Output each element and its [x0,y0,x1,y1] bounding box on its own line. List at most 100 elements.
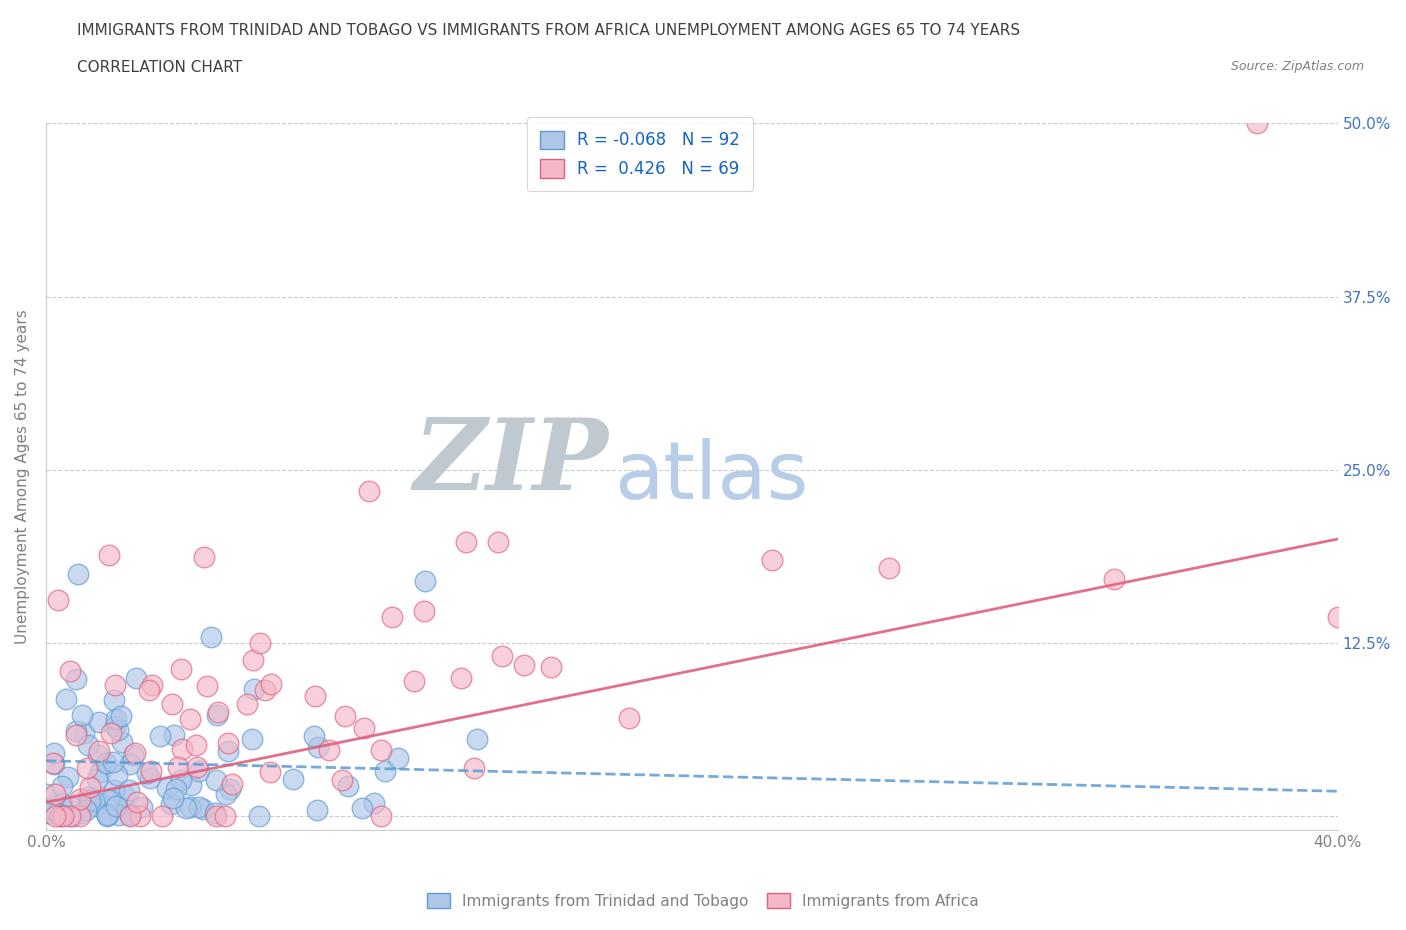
Point [179,711,201,726]
Point [242,652,264,667]
Point [96,756,118,771]
Point [59,809,82,824]
Point [200,630,222,644]
Point [60,800,83,815]
Point [45,805,67,820]
Point [761,553,783,568]
Point [381,609,404,624]
Point [65,724,87,738]
Point [125,671,148,685]
Point [118,756,141,771]
Point [112,788,135,803]
Point [179,800,201,815]
Point [124,746,146,761]
Point [52,809,75,824]
Point [240,731,263,746]
Point [122,748,145,763]
Point [180,777,202,792]
Point [44,757,66,772]
Point [67,566,90,581]
Point [170,662,193,677]
Point [486,535,509,550]
Point [107,723,129,737]
Point [363,795,385,810]
Point [44,787,66,802]
Point [65,727,87,742]
Point [104,678,127,693]
Point [877,560,900,575]
Point [1326,609,1348,624]
Point [187,800,209,815]
Point [38,806,60,821]
Point [217,744,239,759]
Point [79,793,101,808]
Point [108,807,131,822]
Point [97,792,120,807]
Point [46,592,69,607]
Point [149,729,172,744]
Point [337,778,360,793]
Point [357,483,380,498]
Point [259,677,281,692]
Point [118,782,141,797]
Point [77,793,100,808]
Point [463,760,485,775]
Text: ZIP: ZIP [413,414,607,511]
Point [87,747,110,762]
Point [163,727,186,742]
Point [205,773,228,788]
Point [619,711,641,725]
Point [131,800,153,815]
Point [259,764,281,779]
Point [51,779,73,794]
Point [150,809,173,824]
Point [44,809,66,824]
Point [204,805,226,820]
Point [35,787,58,802]
Point [118,809,141,824]
Legend: R = -0.068   N = 92, R =  0.426   N = 69: R = -0.068 N = 92, R = 0.426 N = 69 [527,117,754,192]
Point [89,764,111,779]
Point [75,803,97,817]
Point [247,808,270,823]
Point [42,746,65,761]
Point [118,807,141,822]
Point [217,736,239,751]
Point [243,682,266,697]
Point [174,801,197,816]
Legend: Immigrants from Trinidad and Tobago, Immigrants from Africa: Immigrants from Trinidad and Tobago, Imm… [420,886,986,915]
Point [333,709,356,724]
Point [352,801,374,816]
Point [332,773,354,788]
Point [160,796,183,811]
Point [72,707,94,722]
Point [302,729,325,744]
Point [169,773,191,788]
Point [205,708,228,723]
Point [370,743,392,758]
Point [215,787,238,802]
Point [207,704,229,719]
Point [104,718,127,733]
Point [98,548,121,563]
Point [103,782,125,797]
Point [184,737,207,752]
Point [221,777,243,791]
Text: CORRELATION CHART: CORRELATION CHART [77,60,242,75]
Point [195,679,218,694]
Point [162,790,184,805]
Point [205,809,228,824]
Point [305,802,328,817]
Point [454,535,477,550]
Point [73,725,96,740]
Point [186,760,208,775]
Point [114,801,136,816]
Text: Source: ZipAtlas.com: Source: ZipAtlas.com [1230,60,1364,73]
Point [79,779,101,794]
Point [49,809,72,824]
Point [89,743,111,758]
Point [52,807,75,822]
Point [165,782,187,797]
Point [103,693,125,708]
Point [101,754,124,769]
